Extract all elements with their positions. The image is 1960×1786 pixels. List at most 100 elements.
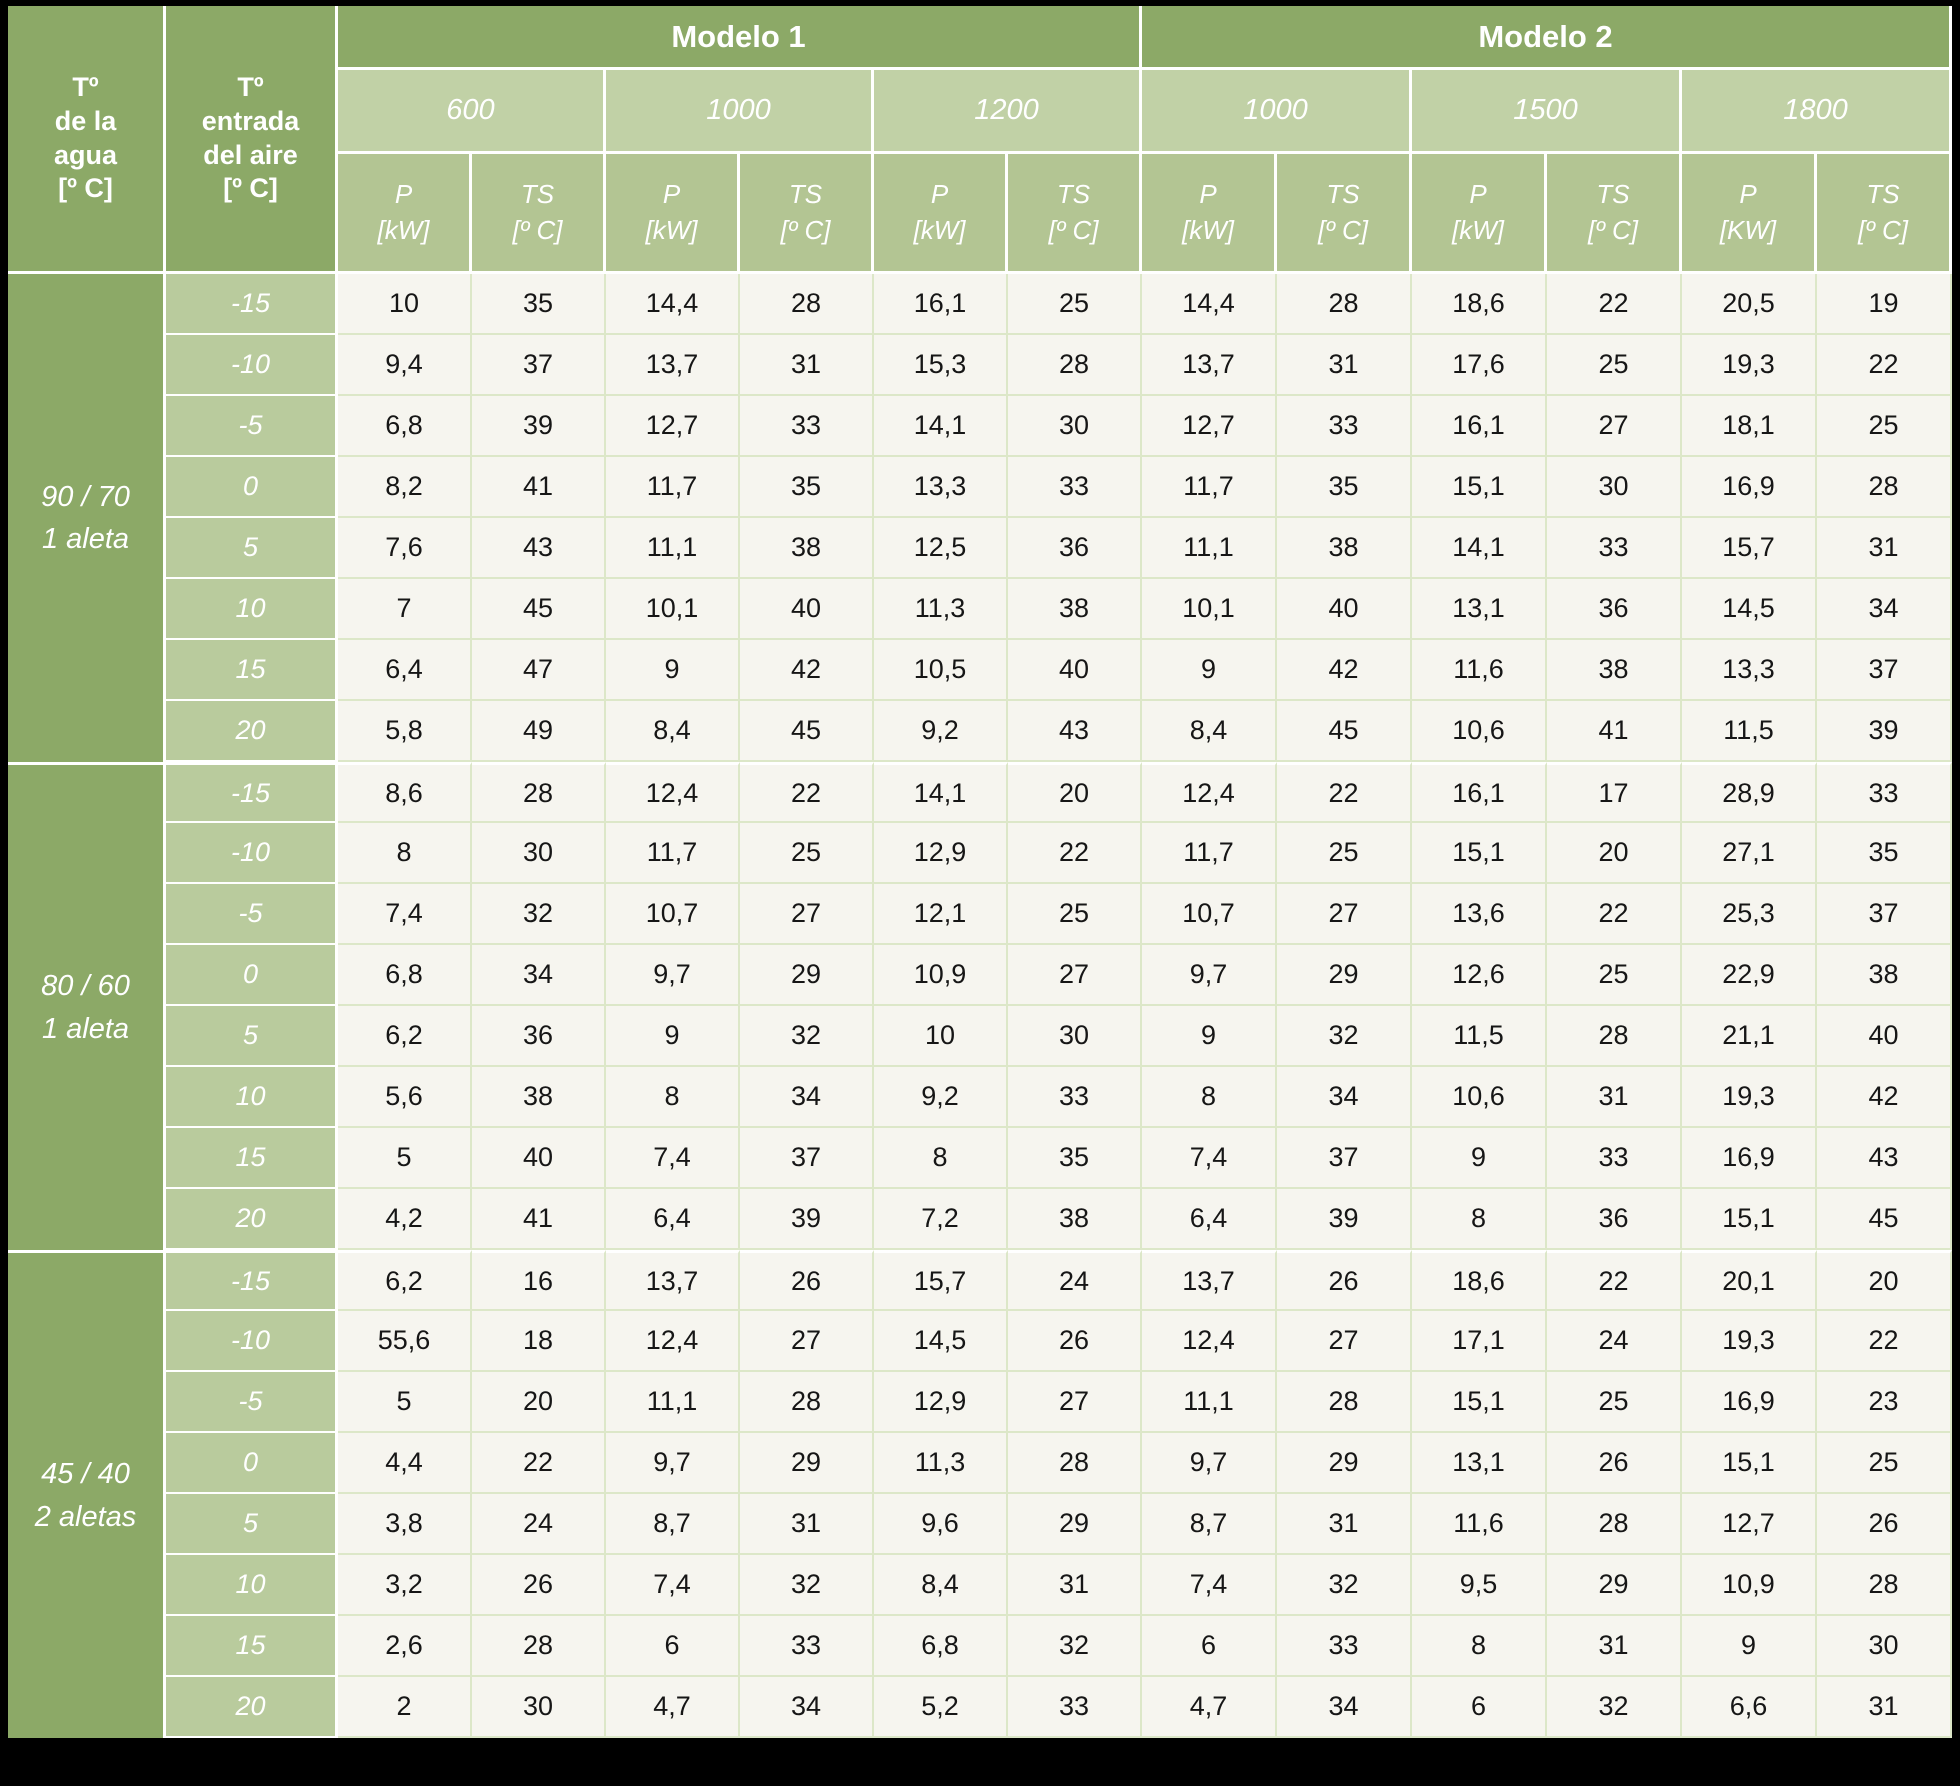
data-cell: 25 [1008,884,1142,945]
data-cell: 28 [1817,1555,1952,1616]
data-cell: 9,6 [874,1494,1008,1555]
data-cell: 28 [1547,1494,1682,1555]
data-cell: 13,3 [1682,640,1817,701]
measure-name: TS [788,179,823,210]
data-cell: 26 [1547,1433,1682,1494]
data-cell: 26 [740,1250,874,1311]
data-cell: 34 [740,1677,874,1738]
table-row: 15 5 40 7,4 37 8 35 7,4 37 9 33 16,9 43 [8,1128,1952,1189]
data-cell: 12,7 [1682,1494,1817,1555]
data-cell: 28 [472,762,606,823]
data-cell: 37 [472,335,606,396]
data-cell: 28 [740,274,874,335]
data-cell: 12,9 [874,1372,1008,1433]
data-cell: 20 [1008,762,1142,823]
air-temp-value: 10 [166,1555,338,1616]
data-cell: 38 [1547,640,1682,701]
data-cell: 28 [1008,1433,1142,1494]
data-cell: 37 [1817,640,1952,701]
table-row: -5 5 20 11,1 28 12,9 27 11,1 28 15,1 25 16,9 23 [8,1372,1952,1433]
data-cell: 8,4 [874,1555,1008,1616]
data-cell: 4,2 [338,1189,472,1250]
data-cell: 30 [1008,396,1142,457]
table-row: 0 8,2 41 11,7 35 13,3 33 11,7 35 15,1 30 16,9 28 [8,457,1952,518]
data-cell: 12,1 [874,884,1008,945]
measure-header-ts: TS [º C] [1547,154,1682,274]
data-cell: 12,4 [1142,762,1277,823]
data-cell: 18 [472,1311,606,1372]
measure-name: TS [520,179,555,210]
data-cell: 27 [1008,1372,1142,1433]
data-cell: 33 [1817,762,1952,823]
measure-header-ts: TS [º C] [1008,154,1142,274]
air-temp-value: -10 [166,1311,338,1372]
data-cell: 24 [472,1494,606,1555]
data-cell: 3,2 [338,1555,472,1616]
data-cell: 13,7 [606,335,740,396]
data-cell: 11,1 [1142,1372,1277,1433]
data-cell: 40 [1277,579,1412,640]
row-group-label-line: 45 / 40 [41,1458,130,1491]
data-cell: 28 [1008,335,1142,396]
measure-header-p: P [kW] [606,154,740,274]
data-cell: 13,7 [1142,1250,1277,1311]
table-row: -5 7,4 32 10,7 27 12,1 25 10,7 27 13,6 22 25,3 37 [8,884,1952,945]
data-cell: 33 [1008,1067,1142,1128]
data-cell: 10,9 [1682,1555,1817,1616]
data-cell: 31 [1547,1067,1682,1128]
data-cell: 13,7 [606,1250,740,1311]
row-group-label-line: 90 / 70 [41,480,130,513]
data-cell: 39 [740,1189,874,1250]
air-temp-value: 20 [166,1189,338,1250]
data-cell: 13,7 [1142,335,1277,396]
data-cell: 14,4 [1142,274,1277,335]
data-cell: 22 [1817,1311,1952,1372]
data-cell: 2,6 [338,1616,472,1677]
data-cell: 9 [1682,1616,1817,1677]
data-cell: 12,9 [874,823,1008,884]
model-2-header: Modelo 2 [1142,6,1952,70]
data-cell: 42 [1817,1067,1952,1128]
data-cell: 8 [338,823,472,884]
data-cell: 27 [1277,1311,1412,1372]
data-cell: 22 [1817,335,1952,396]
size-header: 1000 [606,70,874,154]
data-cell: 45 [1277,701,1412,762]
data-cell: 28 [1277,274,1412,335]
data-cell: 13,6 [1412,884,1547,945]
data-cell: 42 [1277,640,1412,701]
row-group-label-line: 80 / 60 [41,970,130,1003]
data-cell: 18,6 [1412,274,1547,335]
data-cell: 25 [1817,1433,1952,1494]
data-cell: 29 [1547,1555,1682,1616]
table-row: 20 2 30 4,7 34 5,2 33 4,7 34 6 32 6,6 31 [8,1677,1952,1738]
row-group-label-line: 2 aletas [34,1500,137,1533]
measure-header-p: P [kW] [338,154,472,274]
data-cell: 35 [1277,457,1412,518]
data-cell: 20,5 [1682,274,1817,335]
data-cell: 9,2 [874,701,1008,762]
data-cell: 31 [1277,1494,1412,1555]
data-cell: 41 [472,1189,606,1250]
data-cell: 40 [1008,640,1142,701]
data-cell: 12,7 [606,396,740,457]
measure-name: P [1739,179,1757,210]
data-cell: 14,4 [606,274,740,335]
data-cell: 16,9 [1682,457,1817,518]
table-row: 5 3,8 24 8,7 31 9,6 29 8,7 31 11,6 28 12,7 26 [8,1494,1952,1555]
data-cell: 33 [1277,396,1412,457]
data-cell: 29 [1277,945,1412,1006]
data-cell: 17 [1547,762,1682,823]
data-cell: 25 [740,823,874,884]
data-cell: 12,5 [874,518,1008,579]
data-cell: 11,6 [1412,640,1547,701]
measure-header-p: P [kW] [874,154,1008,274]
data-cell: 10,6 [1412,701,1547,762]
data-cell: 14,5 [1682,579,1817,640]
water-temp-header-line: Tº [72,72,99,102]
measure-unit: [º C] [1858,214,1908,245]
data-cell: 20,1 [1682,1250,1817,1311]
data-cell: 16,9 [1682,1372,1817,1433]
measure-name: P [1199,179,1217,210]
data-cell: 22 [472,1433,606,1494]
